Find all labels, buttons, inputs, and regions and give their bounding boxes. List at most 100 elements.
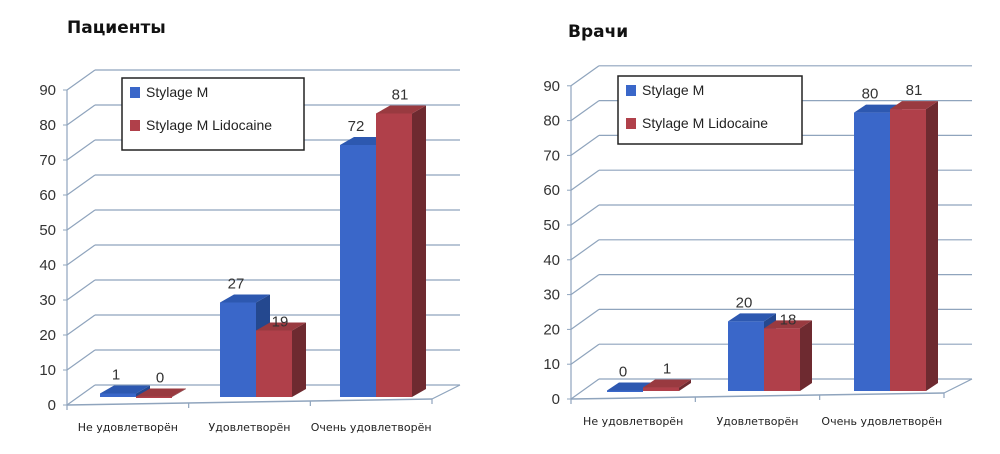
y-tick-label: 30 (39, 292, 56, 309)
y-tick-label: 70 (39, 152, 56, 169)
value-label: 0 (619, 364, 627, 381)
chart-canvas: 0 10 20 30 40 50 60 70 80 90 0 1 Не удовлетворён 20 18… (543, 65, 973, 428)
bar (728, 321, 764, 391)
category-label: Не удовлетворён (583, 415, 683, 428)
y-tick-label: 20 (543, 321, 560, 338)
y-tick-label: 0 (48, 397, 56, 414)
gridline (66, 209, 96, 231)
bar-top (220, 294, 270, 303)
bar (220, 302, 256, 397)
gridline (570, 134, 600, 156)
x-axis (66, 398, 433, 406)
y-tick-label: 60 (543, 182, 560, 199)
y-tick-label: 40 (39, 257, 56, 274)
y-tick-label: 30 (543, 287, 560, 304)
bar (854, 112, 890, 391)
gridline (66, 244, 96, 266)
bar-side (412, 105, 426, 397)
bar-top (764, 320, 812, 329)
bar-top (256, 322, 306, 331)
bar (643, 387, 679, 391)
bar-top (728, 313, 776, 322)
value-label: 1 (112, 367, 120, 384)
y-tick-label: 80 (543, 113, 560, 130)
bar (607, 390, 643, 392)
value-label: 81 (392, 87, 409, 104)
gridline (66, 104, 96, 126)
value-label: 19 (272, 314, 289, 331)
floor-edge (431, 384, 461, 400)
legend-swatch (130, 87, 140, 98)
bar-side (172, 388, 186, 397)
bar-top (643, 379, 691, 388)
bar (764, 328, 800, 391)
value-label: 72 (348, 118, 365, 135)
gridline (66, 349, 96, 371)
y-tick-label: 70 (543, 147, 560, 164)
legend-swatch (130, 120, 140, 131)
y-tick-label: 40 (543, 252, 560, 269)
gridline (66, 279, 96, 301)
value-label: 27 (228, 276, 245, 293)
bar-side (679, 379, 691, 391)
chart-title: Пациенты (67, 18, 166, 38)
value-label: 80 (862, 86, 879, 103)
value-label: 1 (663, 361, 671, 378)
category-label: Удовлетворён (717, 415, 799, 428)
gridline (66, 174, 96, 196)
gridline (570, 343, 600, 365)
gridline (66, 139, 96, 161)
chart-patients: Пациенты 0 10 20 30 40 50 60 70 80 90 1 0 Не удовлет… (39, 18, 461, 434)
gridline (570, 274, 600, 296)
bar-top (376, 105, 426, 114)
legend (121, 77, 305, 151)
chart-doctors: Врачи 0 10 20 30 40 50 60 70 80 90 0 1 Не удовлетвор… (500, 0, 1000, 454)
bar (136, 396, 172, 398)
gridline (570, 378, 600, 400)
bar-side (136, 385, 150, 397)
bar-top (100, 385, 150, 394)
x-axis (570, 392, 945, 400)
bar (340, 145, 376, 397)
bar (256, 330, 292, 397)
gridline (570, 308, 600, 330)
legend-label: Stylage M (146, 84, 208, 100)
y-tick-label: 50 (39, 222, 56, 239)
gridline (66, 314, 96, 336)
legend-swatch (626, 85, 636, 96)
y-tick-label: 90 (39, 82, 56, 99)
y-tick-label: 50 (543, 217, 560, 234)
category-label: Не удовлетворён (78, 421, 178, 434)
gridline (66, 384, 96, 406)
bar (100, 393, 136, 397)
value-label: 20 (736, 294, 753, 311)
y-tick-label: 80 (39, 117, 56, 134)
category-label: Очень удовлетворён (311, 421, 432, 434)
legend-label: Stylage M (642, 82, 704, 98)
legend-swatch (626, 118, 636, 129)
gridline (570, 100, 600, 122)
bar-top (890, 101, 938, 110)
y-tick-label: 60 (39, 187, 56, 204)
value-label: 0 (156, 370, 164, 387)
floor-edge (943, 378, 973, 394)
y-tick-label: 90 (543, 78, 560, 95)
legend-label: Stylage M Lidocaine (642, 115, 768, 131)
y-tick-label: 10 (543, 356, 560, 373)
chart-title: Врачи (568, 22, 629, 42)
bar (890, 109, 926, 392)
y-tick-label: 20 (39, 327, 56, 344)
category-label: Очень удовлетворён (821, 415, 942, 428)
category-label: Удовлетворён (209, 421, 291, 434)
bar-side (800, 320, 812, 391)
bar (376, 113, 412, 397)
value-label: 81 (906, 82, 923, 99)
gridline (66, 69, 96, 91)
y-tick-label: 0 (552, 391, 560, 408)
gridline (570, 239, 600, 261)
legend (617, 75, 803, 145)
gridline (570, 204, 600, 226)
y-tick-label: 10 (39, 362, 56, 379)
bar-side (292, 322, 306, 397)
